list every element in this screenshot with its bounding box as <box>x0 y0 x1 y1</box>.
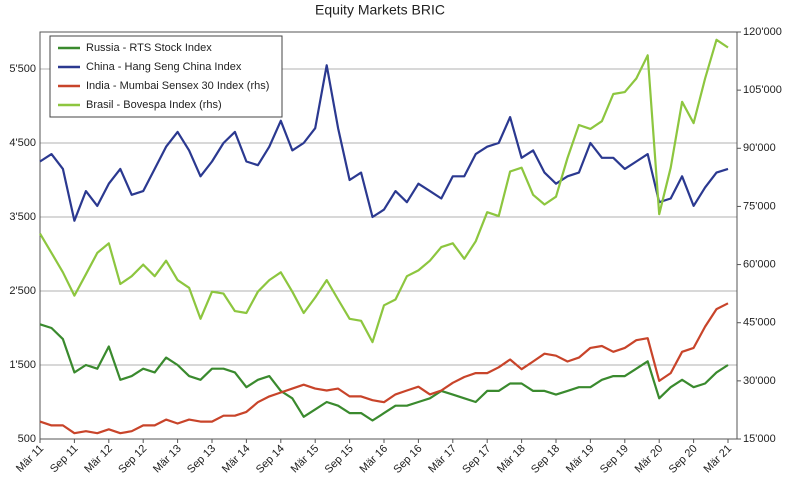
y-tick-label: 500 <box>18 433 36 445</box>
x-tick-label: Mär 13 <box>151 443 184 476</box>
y-tick-label: 3'500 <box>9 211 36 223</box>
y-tick-label: 5'500 <box>9 63 36 75</box>
y2-tick-label: 30'000 <box>743 375 776 387</box>
x-tick-label: Sep 11 <box>48 443 81 476</box>
y2-tick-label: 105'000 <box>743 84 782 96</box>
legend-label: China - Hang Seng China Index <box>86 61 242 73</box>
x-tick-label: Mär 20 <box>633 443 666 476</box>
y-tick-label: 1'500 <box>9 359 36 371</box>
legend-label: India - Mumbai Sensex 30 Index (rhs) <box>86 80 269 92</box>
x-tick-label: Sep 16 <box>391 443 424 476</box>
series-line <box>39 323 729 422</box>
x-tick-label: Sep 20 <box>667 443 700 476</box>
x-tick-label: Mär 15 <box>289 443 322 476</box>
x-tick-label: Sep 13 <box>185 443 218 476</box>
x-tick-label: Sep 19 <box>598 443 631 476</box>
x-tick-label: Mär 16 <box>357 443 390 476</box>
series-line <box>39 38 729 344</box>
x-tick-label: Mär 17 <box>426 443 459 476</box>
y2-tick-label: 90'000 <box>743 142 776 154</box>
x-tick-label: Sep 15 <box>323 443 356 476</box>
legend-label: Brasil - Bovespa Index (rhs) <box>86 99 222 111</box>
y2-tick-label: 75'000 <box>743 200 776 212</box>
x-tick-label: Mär 21 <box>701 443 734 476</box>
x-tick-label: Mär 12 <box>82 443 115 476</box>
chart-title: Equity Markets BRIC <box>315 2 445 18</box>
x-tick-label: Mär 18 <box>495 443 528 476</box>
x-tick-label: Sep 12 <box>116 443 149 476</box>
x-tick-label: Sep 18 <box>529 443 562 476</box>
x-tick-label: Sep 14 <box>254 443 287 476</box>
legend-label: Russia - RTS Stock Index <box>86 42 212 54</box>
y2-tick-label: 45'000 <box>743 317 776 329</box>
x-tick-label: Sep 17 <box>460 443 493 476</box>
y2-tick-label: 60'000 <box>743 258 776 270</box>
x-tick-label: Mär 19 <box>564 443 597 476</box>
y-tick-label: 2'500 <box>9 285 36 297</box>
y2-tick-label: 120'000 <box>743 26 782 38</box>
series-line <box>39 302 729 435</box>
legend-box <box>49 35 283 118</box>
y-tick-label: 4'500 <box>9 137 36 149</box>
y2-tick-label: 15'000 <box>743 433 776 445</box>
series-line <box>39 64 729 222</box>
x-tick-label: Mär 14 <box>220 443 253 476</box>
x-tick-label: Mär 11 <box>14 443 46 475</box>
